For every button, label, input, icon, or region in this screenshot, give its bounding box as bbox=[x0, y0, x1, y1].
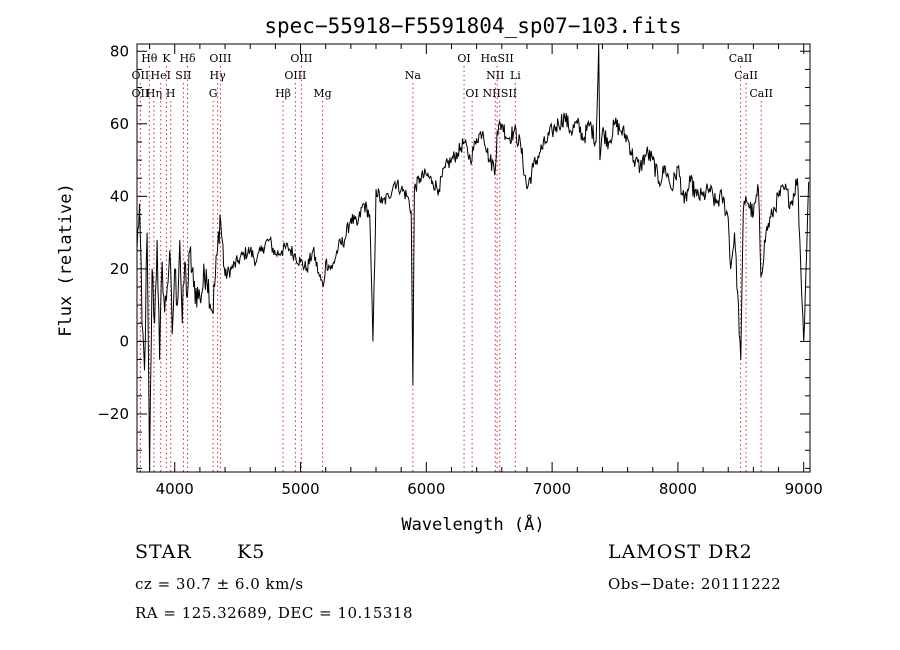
line-marker-label-13: Na bbox=[405, 69, 422, 82]
object-class: STAR bbox=[135, 541, 192, 563]
line-marker-label-12: OIII bbox=[284, 69, 306, 82]
y-tick-label-0: 0 bbox=[119, 332, 129, 350]
axis-ticks bbox=[137, 44, 810, 472]
x-tick-label-5000: 5000 bbox=[281, 480, 319, 498]
line-marker-label-1: K bbox=[162, 52, 171, 65]
line-marker-label-20: G bbox=[209, 87, 218, 100]
line-marker-label-22: Mg bbox=[313, 87, 331, 100]
y-tick-label--20: −20 bbox=[97, 405, 129, 423]
line-marker-label-5: OI bbox=[457, 52, 470, 65]
line-marker-label-8: OII bbox=[132, 69, 150, 82]
obs-date: Obs−Date: 20111222 bbox=[608, 575, 782, 593]
line-marker-label-24: NIISII bbox=[483, 87, 518, 100]
line-marker-label-4: OIII bbox=[290, 52, 312, 65]
y-tick-label-40: 40 bbox=[110, 187, 129, 205]
line-marker-label-18: Hη bbox=[146, 87, 162, 100]
x-axis-label: Wavelength (Å) bbox=[401, 513, 544, 535]
spectrum-line bbox=[136, 43, 810, 473]
x-tick-label-7000: 7000 bbox=[533, 480, 571, 498]
line-marker-label-16: CaII bbox=[734, 69, 758, 82]
line-marker-label-11: Hγ bbox=[210, 69, 227, 82]
line-marker-label-25: CaII bbox=[749, 87, 773, 100]
line-marker-label-10: SII bbox=[175, 69, 191, 82]
plot-frame bbox=[136, 43, 811, 473]
y-tick-label-80: 80 bbox=[110, 42, 129, 60]
line-marker-label-14: NII bbox=[486, 69, 504, 82]
line-marker-label-0: Hθ bbox=[141, 52, 158, 65]
y-tick-label-20: 20 bbox=[110, 260, 129, 278]
line-marker-label-9: HeI bbox=[151, 69, 171, 82]
y-axis-label: Flux (relative) bbox=[56, 183, 76, 337]
x-tick-label-8000: 8000 bbox=[659, 480, 697, 498]
line-marker-label-19: H bbox=[166, 87, 176, 100]
x-tick-label-4000: 4000 bbox=[156, 480, 194, 498]
survey-name: LAMOST DR2 bbox=[608, 541, 753, 563]
line-marker-label-3: OIII bbox=[209, 52, 231, 65]
line-marker-label-23: OI bbox=[465, 87, 478, 100]
x-tick-label-6000: 6000 bbox=[407, 480, 445, 498]
line-marker-label-21: Hβ bbox=[275, 87, 291, 100]
line-marker-label-15: Li bbox=[510, 69, 521, 82]
redshift-value: cz = 30.7 ± 6.0 km/s bbox=[135, 575, 304, 593]
line-marker-label-2: Hδ bbox=[179, 52, 196, 65]
coordinates: RA = 125.32689, DEC = 10.15318 bbox=[135, 604, 414, 622]
y-tick-label-60: 60 bbox=[110, 115, 129, 133]
spectral-line-markers: Hθ K Hδ OIII OIII OI HαSII CaII OII HeI SII Hγ OIII N… bbox=[132, 52, 773, 472]
object-subclass: K5 bbox=[237, 541, 266, 563]
spectrum-series bbox=[136, 43, 810, 473]
axis-tick-labels: 4000 5000 6000 7000 8000 9000 −20 0 20 40 60 80 bbox=[97, 42, 822, 498]
chart-title: spec−55918−F5591804_sp07−103.fits bbox=[264, 14, 681, 38]
x-tick-label-9000: 9000 bbox=[785, 480, 823, 498]
line-marker-label-17: OII bbox=[132, 87, 150, 100]
line-marker-label-7: CaII bbox=[729, 52, 753, 65]
line-marker-label-6: HαSII bbox=[481, 52, 514, 65]
